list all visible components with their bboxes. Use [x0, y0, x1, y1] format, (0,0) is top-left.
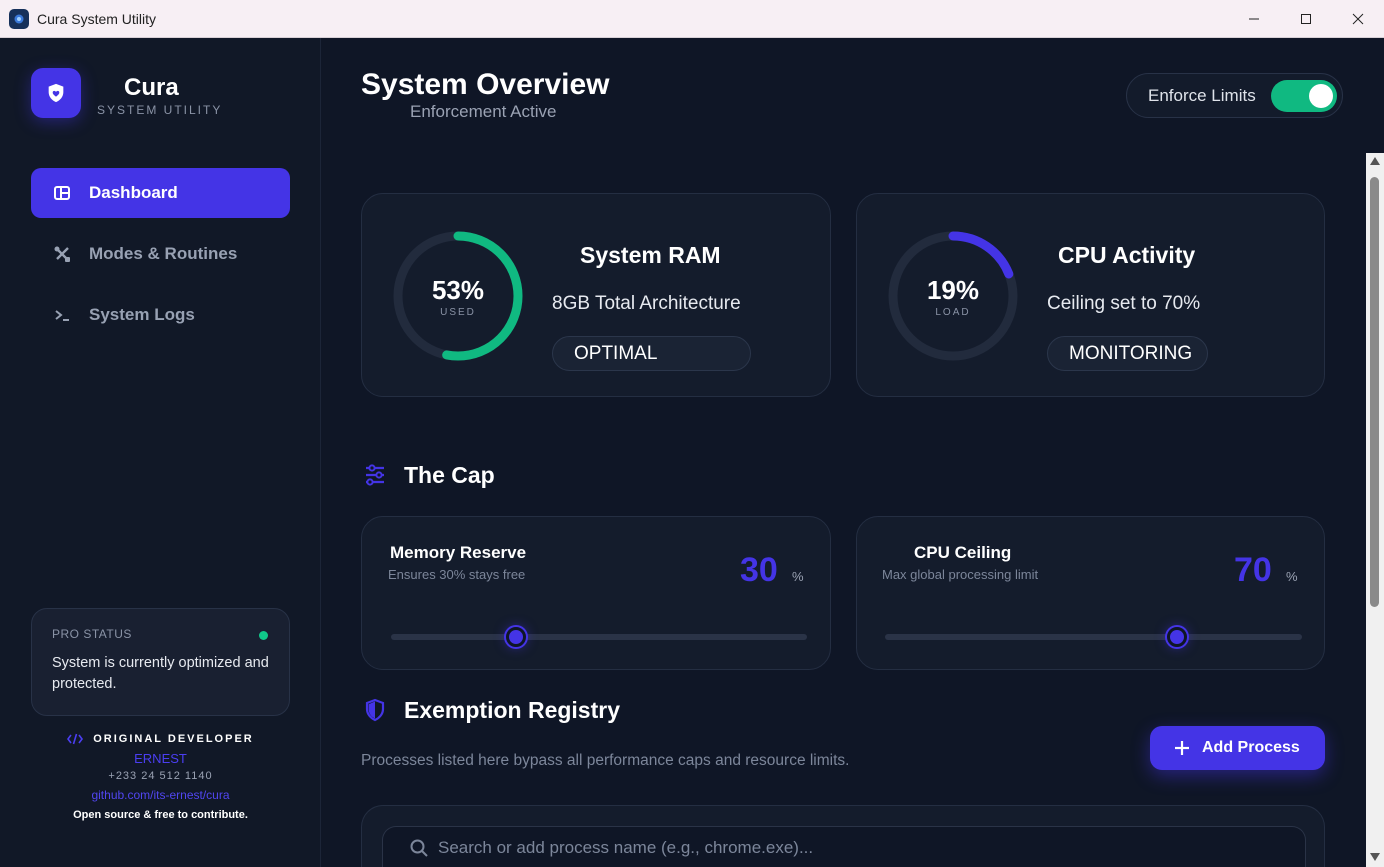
brand-name: Cura	[124, 74, 179, 101]
memory-reserve-unit: %	[792, 569, 804, 584]
open-source-note: Open source & free to contribute.	[73, 809, 248, 821]
sidebar-item-label: System Logs	[89, 305, 195, 324]
terminal-icon	[51, 304, 73, 326]
exemption-description: Processes listed here bypass all perform…	[361, 752, 850, 769]
developer-name[interactable]: ERNEST	[134, 751, 187, 766]
shield-heart-icon	[31, 68, 81, 118]
developer-credits: ORIGINAL DEVELOPER ERNEST +233 24 512 11…	[0, 733, 321, 821]
memory-reserve-value: 30	[740, 551, 778, 589]
scrollbar[interactable]	[1366, 153, 1384, 867]
cap-heading-text: The Cap	[404, 461, 495, 488]
cpu-card: 19% LOAD CPU Activity Ceiling set to 70%…	[856, 193, 1325, 397]
ram-gauge-caption: USED	[440, 307, 476, 318]
pro-status-card: PRO STATUS System is currently optimized…	[31, 608, 290, 716]
cpu-ceiling-slider-thumb[interactable]	[1166, 627, 1187, 647]
window-titlebar: Cura System Utility	[0, 0, 1384, 38]
developer-heading: ORIGINAL DEVELOPER	[0, 733, 321, 745]
pro-status-text: System is currently optimized and protec…	[52, 655, 269, 692]
memory-reserve-subtitle: Ensures 30% stays free	[388, 567, 526, 582]
sidebar-item-label: Dashboard	[89, 183, 178, 202]
ram-description: 8GB Total Architecture	[552, 293, 741, 314]
pro-status-title: PRO STATUS	[52, 627, 132, 641]
ram-gauge: 53% USED	[391, 229, 525, 363]
memory-reserve-slider[interactable]	[391, 627, 807, 647]
add-process-label: Add Process	[1202, 739, 1300, 756]
add-process-button[interactable]: Add Process	[1150, 726, 1325, 770]
enforce-limits-label: Enforce Limits	[1148, 85, 1256, 105]
cpu-gauge-caption: LOAD	[935, 307, 971, 318]
process-search-input[interactable]	[438, 837, 1238, 858]
ram-gauge-value: 53%	[431, 275, 485, 305]
cpu-status-badge: MONITORING	[1047, 336, 1208, 371]
search-icon	[410, 839, 428, 857]
layout-icon	[51, 182, 73, 204]
minimize-icon	[1249, 18, 1259, 20]
sidebar-item-dashboard[interactable]: Dashboard	[31, 168, 290, 218]
shield-icon	[361, 696, 389, 724]
cpu-ceiling-slider[interactable]	[885, 627, 1302, 647]
sidebar-item-modes[interactable]: Modes & Routines	[31, 229, 290, 279]
cpu-ceiling-title: CPU Ceiling	[914, 543, 1012, 562]
page-title: System Overview	[361, 68, 610, 101]
cpu-gauge-arc	[888, 231, 1018, 361]
sliders-icon	[361, 461, 389, 489]
app-icon	[9, 8, 29, 29]
memory-reserve-slider-thumb[interactable]	[505, 627, 526, 647]
page-subtitle: Enforcement Active	[410, 102, 557, 121]
close-button[interactable]	[1332, 0, 1384, 38]
exemption-heading-text: Exemption Registry	[404, 696, 620, 723]
window-title: Cura System Utility	[37, 10, 157, 27]
enforce-limits-control: Enforce Limits	[1126, 73, 1343, 118]
cpu-gauge: 19% LOAD	[886, 229, 1020, 363]
cpu-ceiling-value: 70	[1234, 551, 1272, 589]
developer-phone: +233 24 512 1140	[108, 770, 213, 782]
window-controls	[1228, 0, 1384, 38]
developer-heading-text: ORIGINAL DEVELOPER	[93, 733, 254, 745]
exemption-search-panel	[361, 805, 1325, 867]
sidebar-item-logs[interactable]: System Logs	[31, 290, 290, 340]
cpu-description: Ceiling set to 70%	[1047, 293, 1201, 314]
status-dot	[259, 631, 268, 640]
scrollbar-thumb[interactable]	[1370, 177, 1379, 607]
sidebar-item-label: Modes & Routines	[89, 244, 238, 263]
memory-reserve-title: Memory Reserve	[390, 543, 527, 562]
cpu-gauge-value: 19%	[926, 275, 980, 305]
brand-subtitle: SYSTEM UTILITY	[97, 103, 223, 117]
scroll-down-arrow-icon[interactable]	[1370, 853, 1380, 861]
tools-icon	[51, 243, 73, 265]
ram-title: System RAM	[580, 242, 721, 268]
ram-card: 53% USED System RAM 8GB Total Architectu…	[361, 193, 831, 397]
cpu-ceiling-card: CPU Ceiling Max global processing limit …	[856, 516, 1325, 670]
scroll-up-arrow-icon[interactable]	[1370, 157, 1380, 165]
ram-status-badge: OPTIMAL	[552, 336, 751, 371]
exemption-heading: Exemption Registry	[361, 696, 620, 724]
cpu-title: CPU Activity	[1058, 242, 1196, 268]
cap-heading: The Cap	[361, 461, 495, 489]
toggle-knob	[1309, 84, 1333, 108]
minimize-button[interactable]	[1228, 0, 1280, 38]
code-icon	[67, 733, 84, 745]
cpu-ceiling-subtitle: Max global processing limit	[882, 567, 1039, 582]
maximize-button[interactable]	[1280, 0, 1332, 38]
enforce-limits-toggle[interactable]	[1271, 80, 1337, 112]
github-link[interactable]: github.com/its-ernest/cura	[91, 788, 230, 802]
main-content: System Overview Enforcement Active Enfor…	[321, 38, 1384, 867]
search-box	[382, 826, 1306, 867]
close-icon	[1352, 13, 1364, 25]
plus-icon	[1175, 741, 1189, 755]
cpu-ceiling-unit: %	[1286, 569, 1298, 584]
sidebar: Cura SYSTEM UTILITY Dashboard Modes & Ro…	[0, 38, 321, 867]
maximize-icon	[1301, 14, 1311, 24]
memory-reserve-card: Memory Reserve Ensures 30% stays free 30…	[361, 516, 831, 670]
ram-gauge-arc	[393, 231, 523, 361]
